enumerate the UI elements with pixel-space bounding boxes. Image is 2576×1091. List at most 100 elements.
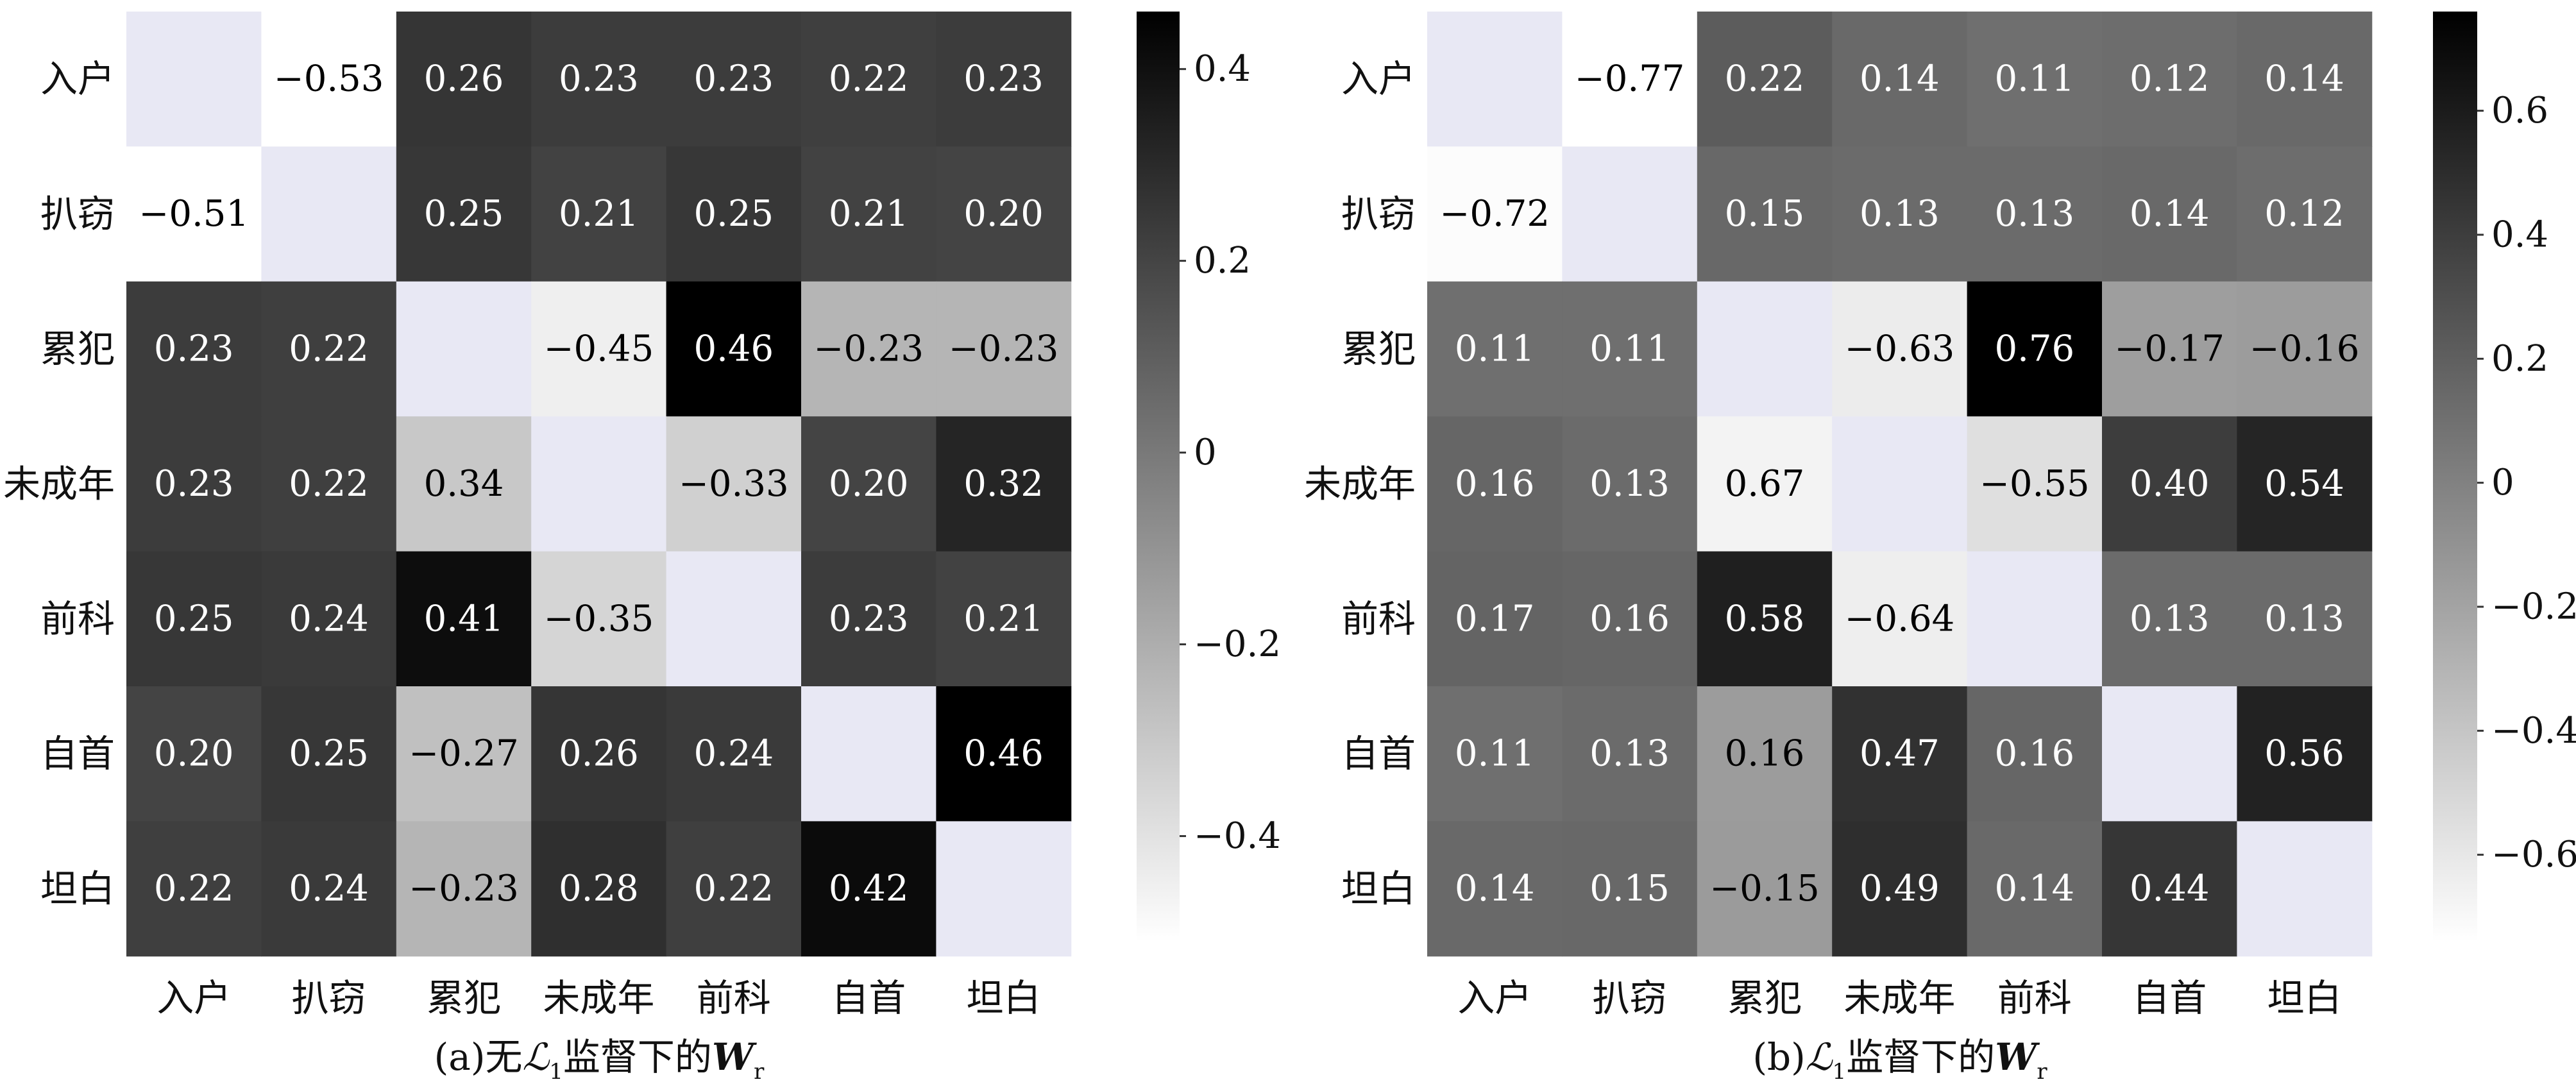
cell-value-label: 0.23 [154, 463, 234, 505]
heatmap-cell [396, 416, 532, 552]
cell-value-label: 0.14 [1455, 868, 1535, 909]
heatmap-cell [1832, 12, 1968, 147]
cell-value-label: 0.34 [424, 463, 504, 505]
heatmap-cell [531, 686, 667, 822]
panel-caption: (a)无ℒ1监督下的Wr [434, 1035, 765, 1085]
heatmap-cell [1967, 821, 2103, 957]
cell-value-label: 0.32 [963, 463, 1044, 505]
cell-value-label: 0.76 [1994, 328, 2074, 370]
heatmap-cell [2102, 281, 2237, 417]
heatmap-cell [1697, 146, 1833, 282]
heatmap-cell [666, 686, 802, 822]
cell-value-label: 0.25 [289, 733, 369, 775]
heatmap-cell [1562, 146, 1698, 282]
cell-value-label: 0.22 [829, 58, 909, 100]
cell-value-label: −0.45 [544, 328, 654, 370]
cell-value-label: 0.22 [289, 463, 369, 505]
heatmap-cell [2237, 281, 2373, 417]
heatmap-cell [801, 146, 936, 282]
caption-sub1: 1 [1833, 1059, 1847, 1085]
cell-value-label: 0.16 [1725, 733, 1805, 775]
colorbar-tick-label: −0.6 [2491, 834, 2576, 875]
cell-value-label: 0.25 [424, 193, 504, 235]
y-tick-label: 未成年 [3, 462, 115, 505]
heatmap-panel-b: −0.77 0.22 0.14 0.11 0.12 0.14 −0.72 0.15 0.13 0.… [1304, 12, 2576, 1085]
heatmap-cell [2102, 686, 2237, 822]
heatmap-cell [936, 281, 1072, 417]
heatmap-cell [1832, 281, 1968, 417]
x-tick-label: 累犯 [1727, 976, 1802, 1020]
heatmap-cell [261, 551, 397, 687]
cell-value-label: 0.46 [963, 733, 1044, 775]
cell-value-label: −0.33 [679, 463, 789, 505]
cell-value-label: 0.25 [693, 193, 774, 235]
cell-value-label: 0.49 [1860, 868, 1940, 909]
x-tick-label: 自首 [831, 976, 906, 1020]
heatmap-cell [126, 821, 262, 957]
heatmap-cell [126, 416, 262, 552]
cell-value-label: 0.67 [1725, 463, 1805, 505]
cell-value-label: −0.23 [409, 868, 519, 909]
heatmap-cell [2237, 686, 2373, 822]
heatmap-cell [126, 281, 262, 417]
y-tick-label: 扒窃 [1341, 192, 1416, 236]
cell-value-label: 0.24 [289, 868, 369, 909]
caption-sub-r: r [2037, 1059, 2047, 1085]
heatmap-cell [1697, 551, 1833, 687]
heatmap-cell [261, 12, 397, 147]
heatmap-cell [126, 686, 262, 822]
colorbar-tick-label: 0.2 [1194, 240, 1251, 282]
caption-script-l: ℒ [523, 1035, 550, 1079]
heatmap-cell [126, 551, 262, 687]
colorbar [2433, 12, 2477, 942]
cell-value-label: 0.15 [1725, 193, 1805, 235]
cell-value-label: 0.22 [693, 868, 774, 909]
heatmap-cell [1967, 281, 2103, 417]
cell-value-label: −0.27 [409, 733, 519, 775]
y-tick-label: 前科 [40, 597, 115, 641]
heatmap-cell [1967, 551, 2103, 687]
caption-sub1: 1 [549, 1059, 563, 1085]
heatmap-cell [1427, 686, 1563, 822]
y-tick-label: 未成年 [1304, 462, 1416, 505]
heatmap-cell [531, 281, 667, 417]
x-tick-label: 自首 [2132, 976, 2207, 1020]
y-tick-label: 前科 [1341, 597, 1416, 641]
heatmap-cell [666, 12, 802, 147]
cell-value-label: −0.35 [544, 598, 654, 639]
heatmap-cell [2102, 12, 2237, 147]
cell-value-label: 0.11 [1455, 733, 1535, 775]
panel-caption: (b)ℒ1监督下的Wr [1752, 1035, 2047, 1085]
heatmap-cell [1967, 686, 2103, 822]
x-tick-label: 未成年 [543, 976, 654, 1020]
x-tick-label: 坦白 [2267, 976, 2342, 1020]
cell-value-label: −0.23 [949, 328, 1059, 370]
cell-value-label: 0.58 [1725, 598, 1805, 639]
caption-middle: 监督下的 [563, 1035, 712, 1079]
heatmap-cell [801, 281, 936, 417]
x-tick-label: 入户 [157, 976, 231, 1020]
heatmap-cell [396, 551, 532, 687]
x-tick-label: 未成年 [1843, 976, 1955, 1020]
heatmap-cell [531, 12, 667, 147]
heatmap-cell [1427, 551, 1563, 687]
cell-value-label: −0.64 [1845, 598, 1955, 639]
heatmap-cell [126, 146, 262, 282]
heatmap-cell [936, 416, 1072, 552]
cell-value-label: 0.46 [693, 328, 774, 370]
cell-value-label: 0.22 [289, 328, 369, 370]
heatmap-cell [1562, 551, 1698, 687]
x-tick-label: 累犯 [427, 976, 501, 1020]
heatmap-cell [936, 551, 1072, 687]
colorbar-tick-label: 0.2 [2491, 338, 2548, 380]
cell-value-label: 0.23 [559, 58, 639, 100]
caption-w: W [712, 1035, 757, 1079]
cell-value-label: 0.13 [2130, 598, 2210, 639]
cell-value-label: 0.20 [829, 463, 909, 505]
cell-value-label: −0.51 [139, 193, 249, 235]
y-tick-label: 入户 [1341, 57, 1416, 101]
x-tick-label: 前科 [1997, 976, 2072, 1020]
heatmap-cell [1562, 821, 1698, 957]
cell-value-label: 0.26 [424, 58, 504, 100]
heatmap-cell [1832, 686, 1968, 822]
